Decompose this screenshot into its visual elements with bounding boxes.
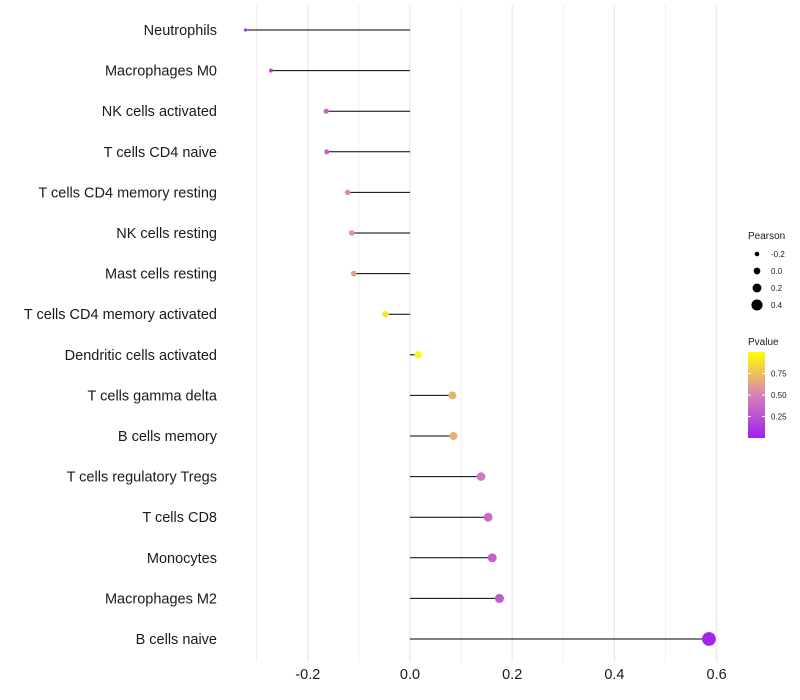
category-label: Macrophages M0: [105, 64, 217, 80]
lollipop-points: [243, 28, 716, 646]
size-legend-title: Pearson: [748, 231, 785, 242]
category-label: T cells CD4 memory activated: [24, 307, 217, 323]
size-legend-label: 0.2: [771, 284, 783, 293]
lollipop-point: [344, 189, 351, 196]
x-tick-label: 0.4: [604, 667, 624, 683]
lollipop-point: [494, 593, 504, 603]
category-label: T cells CD4 naive: [104, 145, 217, 161]
lollipop-point: [483, 512, 493, 522]
color-legend-label: 0.50: [771, 391, 787, 400]
lollipop-point: [323, 108, 329, 114]
lollipop-point: [448, 391, 457, 400]
size-legend-key: [753, 267, 761, 275]
lollipop-point: [449, 431, 458, 441]
size-legend-label: 0.4: [771, 301, 783, 310]
lollipop-point: [269, 68, 273, 73]
x-tick-label: -0.2: [295, 667, 320, 683]
size-legend-key: [754, 251, 760, 257]
category-label: Mast cells resting: [105, 267, 217, 283]
lollipop-point: [324, 149, 330, 155]
x-axis-tick-labels: -0.2 0.0 0.2 0.4 0.6: [295, 667, 726, 683]
category-label: T cells regulatory Tregs: [67, 470, 217, 486]
x-tick-label: 0.0: [400, 667, 420, 683]
lollipop-point: [243, 28, 248, 32]
x-tick-label: 0.2: [502, 667, 522, 683]
color-legend-bar: [748, 352, 765, 438]
grid-lines: [256, 5, 718, 662]
lollipop-point: [702, 632, 716, 646]
category-labels: Neutrophils Macrophages M0 NK cells activa…: [24, 23, 218, 648]
category-label: T cells CD8: [142, 510, 217, 526]
size-legend-label: -0.2: [771, 250, 785, 259]
color-legend: Pvalue 0.75 0.50 0.25: [748, 337, 787, 438]
category-label: Dendritic cells activated: [65, 348, 217, 364]
size-legend-key: [752, 283, 762, 293]
category-label: Macrophages M2: [105, 591, 217, 607]
color-legend-label: 0.75: [771, 370, 787, 379]
lollipop-point: [348, 230, 355, 236]
color-legend-title: Pvalue: [748, 337, 779, 348]
color-legend-label: 0.25: [771, 413, 787, 422]
size-legend-key: [751, 299, 763, 311]
lollipop-point: [414, 351, 422, 359]
lollipop-point: [487, 553, 497, 563]
size-legend: Pearson -0.2 0.0 0.2 0.4: [748, 231, 785, 311]
category-label: T cells CD4 memory resting: [38, 185, 217, 201]
lollipop-point: [382, 310, 389, 318]
category-label: T cells gamma delta: [88, 388, 218, 404]
lollipop-point: [476, 472, 486, 481]
x-tick-label: 0.6: [707, 667, 727, 683]
lollipop-stems: [245, 29, 709, 640]
category-label: B cells naive: [136, 632, 217, 648]
category-label: Neutrophils: [144, 23, 217, 39]
category-label: Monocytes: [147, 551, 217, 567]
category-label: NK cells resting: [116, 226, 217, 242]
lollipop-point: [350, 270, 357, 277]
size-legend-label: 0.0: [771, 267, 783, 276]
category-label: NK cells activated: [102, 104, 217, 120]
category-label: B cells memory: [118, 429, 218, 445]
